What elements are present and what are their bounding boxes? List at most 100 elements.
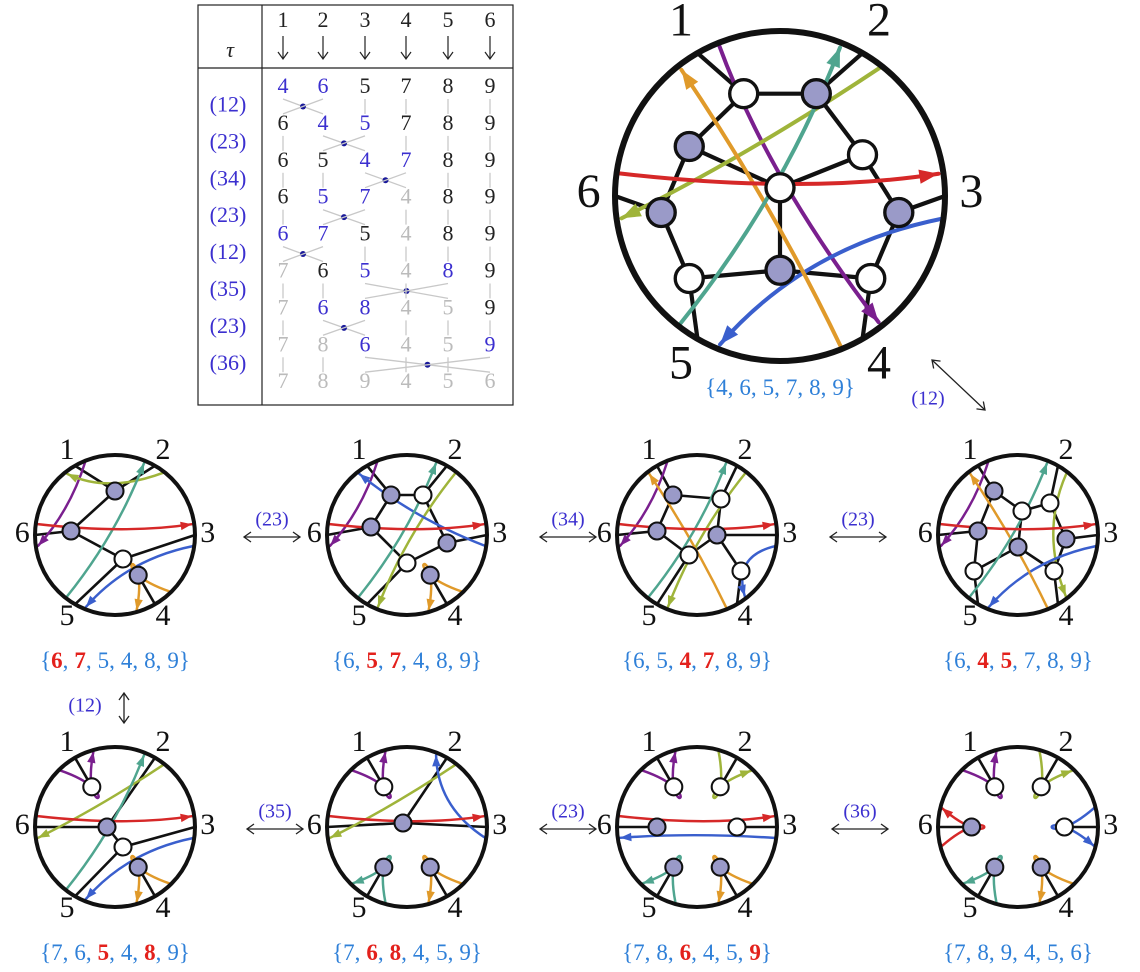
table-cell: 9 xyxy=(485,73,496,98)
set-separator: , xyxy=(401,648,407,673)
set-value: 8 xyxy=(726,648,738,673)
set-open: { xyxy=(705,375,716,400)
strand xyxy=(357,472,487,548)
set-separator: , xyxy=(401,940,407,965)
strand-arrow xyxy=(426,890,435,903)
move-label: (36) xyxy=(843,801,876,823)
move-label: (23) xyxy=(551,801,584,823)
boundary-label: 5 xyxy=(642,891,657,924)
column-label: 1 xyxy=(278,7,289,32)
set-value: 4 xyxy=(716,375,728,400)
black-vertex xyxy=(673,130,705,163)
column-arrow-head xyxy=(317,51,329,61)
black-vertex xyxy=(985,857,1005,877)
strand-arrow xyxy=(861,302,879,323)
boundary-label: 5 xyxy=(669,336,693,389)
set-value: 6 xyxy=(366,940,378,965)
strand-arrow xyxy=(649,473,659,486)
move-arrow-head xyxy=(295,823,305,835)
set-value: 9 xyxy=(749,648,761,673)
strand xyxy=(618,833,777,840)
table-cell: 7 xyxy=(278,368,289,393)
strand-arrow xyxy=(85,887,97,899)
strand-arrow xyxy=(472,813,484,823)
strand-arrow xyxy=(67,473,80,483)
boundary-disk xyxy=(325,453,489,617)
move-label: (23) xyxy=(841,509,874,531)
set-label: {7, 8, 9, 4, 5, 6} xyxy=(943,940,1093,965)
tau-label: (12) xyxy=(210,239,247,264)
set-value: 9 xyxy=(1001,940,1013,965)
column-arrow-head xyxy=(400,51,412,61)
boundary-label: 3 xyxy=(1103,516,1118,549)
white-vertex xyxy=(727,817,747,837)
strand-arrow xyxy=(716,890,725,903)
set-value: 7 xyxy=(1024,648,1036,673)
strand-arrow xyxy=(330,534,341,546)
table-cell: 8 xyxy=(443,110,454,135)
table-cell: 5 xyxy=(443,294,454,319)
table-cell: 8 xyxy=(443,147,454,172)
wire xyxy=(322,209,366,226)
set-separator: , xyxy=(645,940,651,965)
boundary-label: 3 xyxy=(959,165,983,218)
set-value: 4 xyxy=(121,940,133,965)
set-close: } xyxy=(761,648,772,673)
black-vertex xyxy=(707,525,727,545)
set-separator: , xyxy=(668,648,674,673)
wire xyxy=(364,356,491,373)
table-cell: 9 xyxy=(360,368,371,393)
boundary-disk xyxy=(615,745,779,909)
set-open: { xyxy=(40,648,51,673)
set-label: {6, 7, 5, 4, 8, 9} xyxy=(40,648,190,673)
table-cell: 7 xyxy=(278,258,289,283)
move-arrow-head xyxy=(588,823,598,835)
table-cell: 5 xyxy=(360,221,371,246)
set-separator: , xyxy=(714,940,720,965)
black-vertex xyxy=(968,521,988,541)
set-label: {4, 6, 5, 7, 8, 9} xyxy=(705,375,855,400)
strand xyxy=(327,522,486,531)
white-vertex xyxy=(1012,501,1032,521)
boundary-label: 1 xyxy=(669,0,693,47)
move-label: (12) xyxy=(68,695,101,717)
boundary-label: 2 xyxy=(156,725,171,758)
set-close: } xyxy=(1082,648,1093,673)
graph-edge xyxy=(326,821,404,829)
set-value: 5 xyxy=(98,648,110,673)
set-separator: , xyxy=(1012,648,1018,673)
set-value: 6 xyxy=(343,648,355,673)
set-value: 8 xyxy=(1047,648,1059,673)
table-cell: 4 xyxy=(278,73,289,98)
boundary-disk xyxy=(936,745,1100,909)
strand-arrow xyxy=(620,534,631,546)
set-value: 7 xyxy=(343,940,355,965)
set-value: 5 xyxy=(1001,648,1013,673)
set-label: {7, 6, 8, 4, 5, 9} xyxy=(332,940,482,965)
set-value: 4 xyxy=(1024,940,1036,965)
set-separator: , xyxy=(691,648,697,673)
set-separator: , xyxy=(821,375,827,400)
strand xyxy=(376,471,457,609)
strand xyxy=(940,806,986,848)
set-value: 7 xyxy=(74,648,86,673)
strand-arrow xyxy=(1083,521,1095,531)
move-arrow-head xyxy=(538,531,548,543)
table-cell: 4 xyxy=(401,221,412,246)
white-vertex xyxy=(731,561,751,581)
graph-edge xyxy=(74,558,124,606)
boundary-label: 5 xyxy=(963,599,978,632)
strand-arrow xyxy=(620,832,632,842)
strand-arrow xyxy=(621,203,642,219)
strand xyxy=(130,562,171,612)
tau-header: τ xyxy=(226,37,235,62)
set-value: 9 xyxy=(459,648,471,673)
strand xyxy=(962,750,1003,800)
set-label: {6, 5, 7, 4, 8, 9} xyxy=(332,648,482,673)
set-separator: , xyxy=(797,375,803,400)
black-vertex xyxy=(128,857,148,877)
white-vertex xyxy=(985,777,1005,797)
set-label: {6, 5, 4, 7, 8, 9} xyxy=(622,648,772,673)
black-vertex xyxy=(420,565,440,585)
boundary-label: 6 xyxy=(918,808,933,841)
